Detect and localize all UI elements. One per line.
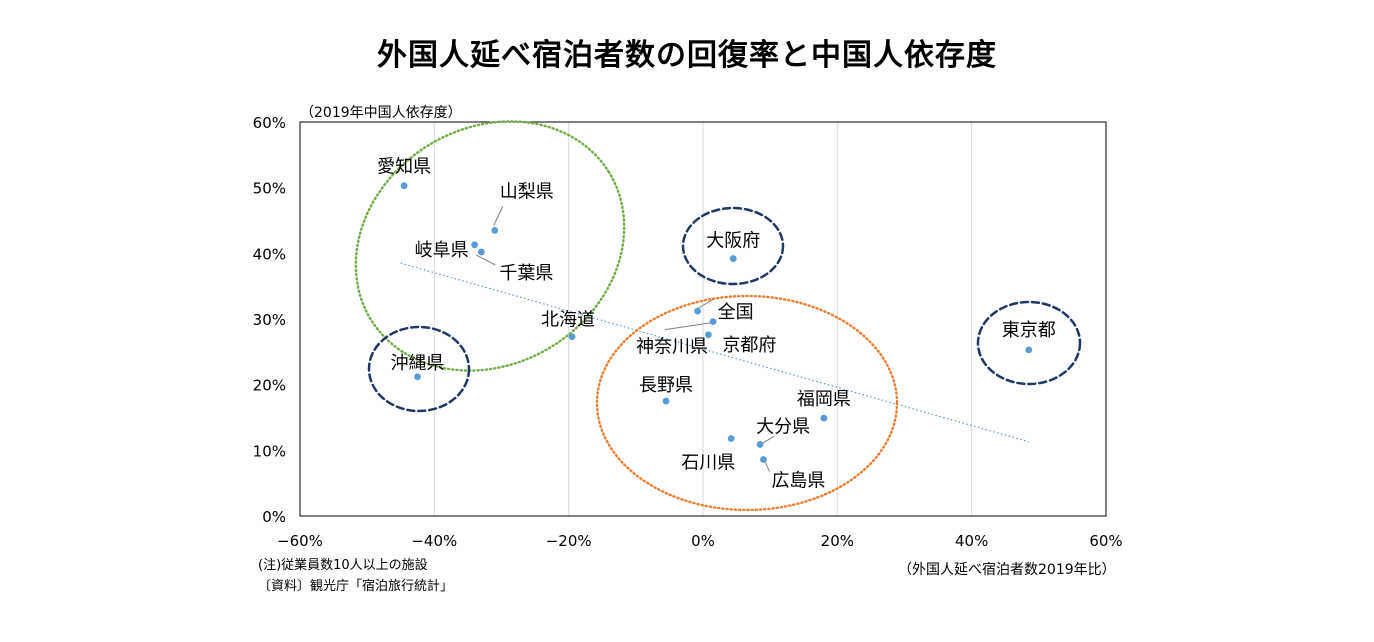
data-point [1025,346,1033,354]
data-point [477,248,485,256]
x-tick-label: 60% [1089,532,1122,550]
data-point [491,226,499,234]
leader-line [764,462,770,472]
leader-line [476,254,496,266]
data-point [414,373,421,381]
x-tick-label: −20% [546,532,592,550]
data-label: 神奈川県 [636,337,708,358]
data-point [756,441,764,448]
trendline [400,262,1029,443]
y-tick-label: 20% [253,377,286,395]
leader-line [665,322,713,331]
y-tick-label: 60% [253,114,286,132]
y-tick-label: 10% [253,442,286,460]
x-axis-label: （外国人延べ宿泊者数2019年比） [898,562,1116,578]
data-point [760,456,767,463]
tokyo-ellipse [976,300,1082,386]
grid-lines [433,122,973,516]
data-label: 長野県 [639,375,693,396]
data-label: 岐阜県 [415,240,469,261]
x-tick-label: 20% [821,532,854,550]
data-label: 全国 [718,302,754,323]
chart-title: 外国人延べ宿泊者数の回復率と中国人依存度 [377,38,997,73]
y-axis-label: （2019年中国人依存度） [300,105,462,121]
x-tick-label: 0% [691,532,715,550]
data-points [400,182,1033,463]
data-point [729,255,737,262]
data-label: 京都府 [722,335,776,356]
leader-line [493,206,504,226]
osaka-ellipse [681,206,785,286]
y-tick-label: 30% [253,311,286,329]
x-tick-label: −40% [411,532,457,550]
orange-group-ellipse [595,294,899,512]
data-label: 沖縄県 [391,353,445,374]
y-tick-label: 0% [262,508,286,526]
data-label: 大阪府 [706,231,760,252]
x-tick-label: 40% [955,532,988,550]
data-point [709,318,717,326]
okinawa-ellipse [367,325,471,413]
data-label: 千葉県 [499,263,553,284]
note-employees: (注)従業員数10人以上の施設 [258,558,428,573]
tick-labels: −60% −40% −20% 0% 20% 40% 60% 0% 10% 20% 30% 40% 50%… [253,114,1123,550]
data-label: 広島県 [771,471,825,492]
data-point [400,182,408,190]
data-label: 福岡県 [797,389,851,410]
data-point [727,435,735,442]
green-group-ellipse [354,120,626,372]
data-point [471,241,479,249]
leader-line [761,435,775,444]
data-label: 愛知県 [377,157,431,178]
leader-line [696,298,714,310]
trendline-path [400,262,1029,443]
source-notes: (注)従業員数10人以上の施設 〔資料〕観光庁「宿泊旅行統計」 [258,555,453,597]
data-point [704,331,712,339]
data-label: 東京都 [1002,320,1056,341]
data-label: 石川県 [681,453,735,474]
data-label: 大分県 [756,416,810,437]
group-ellipses [354,120,1082,512]
data-point [820,414,828,422]
data-label: 山梨県 [500,181,554,202]
leader-lines [476,206,775,472]
data-point [662,397,670,405]
data-point [568,333,576,341]
y-tick-label: 50% [253,180,286,198]
data-point [694,307,702,315]
data-label: 北海道 [541,310,595,331]
note-source: 〔資料〕観光庁「宿泊旅行統計」 [258,579,454,594]
y-tick-label: 40% [253,245,286,263]
x-tick-label: −60% [277,532,323,550]
plot-area-border [299,121,1107,517]
